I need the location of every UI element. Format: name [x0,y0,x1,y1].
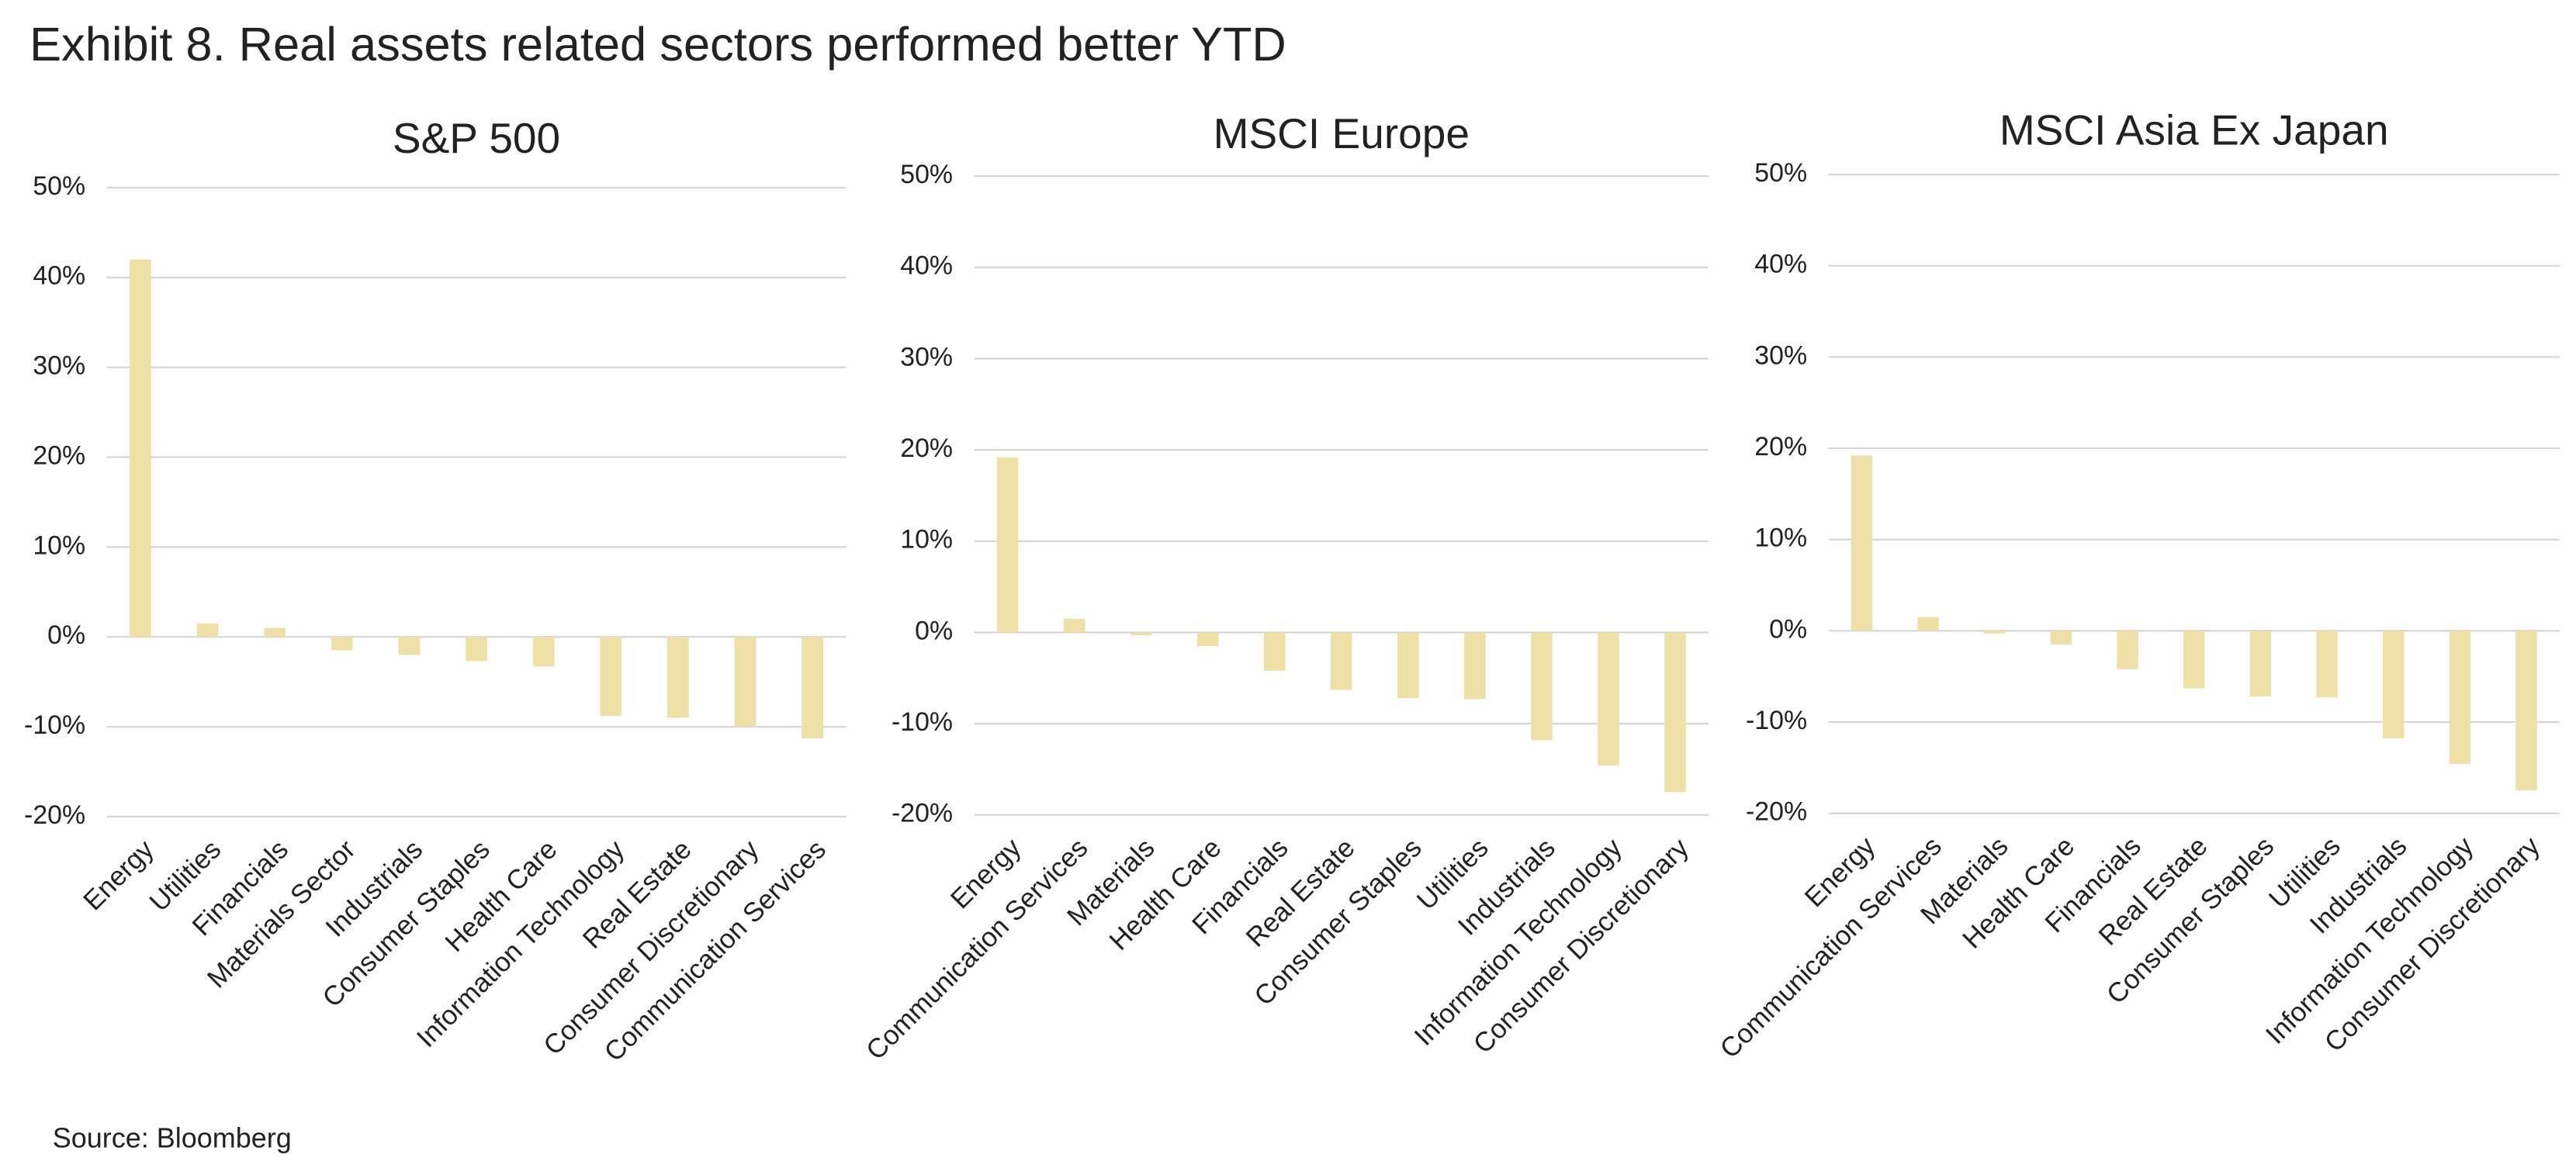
bar [1851,455,1873,631]
source: Source: Bloomberg [53,1121,292,1153]
y-tick-label: -10% [1746,706,1807,735]
y-tick-label: 20% [1754,432,1807,461]
y-tick-label: 50% [33,171,85,201]
bar [196,623,219,638]
bar [1063,618,1085,633]
bar [1264,632,1286,671]
bar [264,627,286,638]
chart-title: S&P 500 [393,114,560,162]
exhibit-title: Exhibit 8. Real assets related sectors p… [29,18,1286,71]
y-tick-label: 20% [900,434,953,463]
bar [331,637,353,651]
y-tick-label: 40% [900,251,953,281]
y-tick-label: 0% [47,620,85,650]
y-tick-label: 30% [33,351,85,381]
y-tick-label: 10% [1754,524,1807,553]
y-tick-label: 10% [900,525,953,555]
bar [1531,632,1553,741]
bar [532,637,555,667]
bar [734,637,757,727]
bar [2316,631,2338,698]
y-tick-label: -20% [1746,797,1807,827]
bar [1196,632,1219,647]
bar [2449,631,2471,765]
bar [600,637,622,717]
chart-title: MSCI Asia Ex Japan [2000,106,2389,154]
y-tick-label: 30% [900,342,953,372]
bar [996,457,1019,633]
bar [398,637,421,655]
y-tick-label: 50% [1754,158,1807,188]
bar [466,637,487,662]
y-tick-label: 30% [1754,340,1807,370]
bar [1917,617,1939,631]
y-tick-label: 0% [1769,614,1807,644]
bar [2050,631,2072,645]
bar [667,637,689,718]
bar [1331,632,1352,690]
bar [802,637,823,739]
bar [2183,631,2205,689]
bar [1130,632,1152,635]
bar [2249,631,2272,697]
y-tick-label: 20% [33,441,85,470]
y-tick-label: -10% [892,707,953,737]
y-tick-label: 50% [900,160,953,189]
y-tick-label: 40% [33,261,85,291]
bar [1397,632,1419,699]
bar [1984,631,2006,634]
bar [1664,632,1686,793]
bar [1464,632,1486,700]
y-tick-label: -10% [24,710,85,740]
chart-title: MSCI Europe [1214,109,1470,157]
bar [130,259,151,638]
y-tick-label: 0% [915,616,953,645]
bar [2515,631,2537,791]
bar [2117,631,2138,669]
y-tick-label: -20% [24,800,85,830]
y-tick-label: 40% [1754,250,1807,279]
bar [1598,632,1619,766]
bar [2382,631,2405,739]
y-tick-label: -20% [892,799,953,828]
y-tick-label: 10% [33,530,85,560]
